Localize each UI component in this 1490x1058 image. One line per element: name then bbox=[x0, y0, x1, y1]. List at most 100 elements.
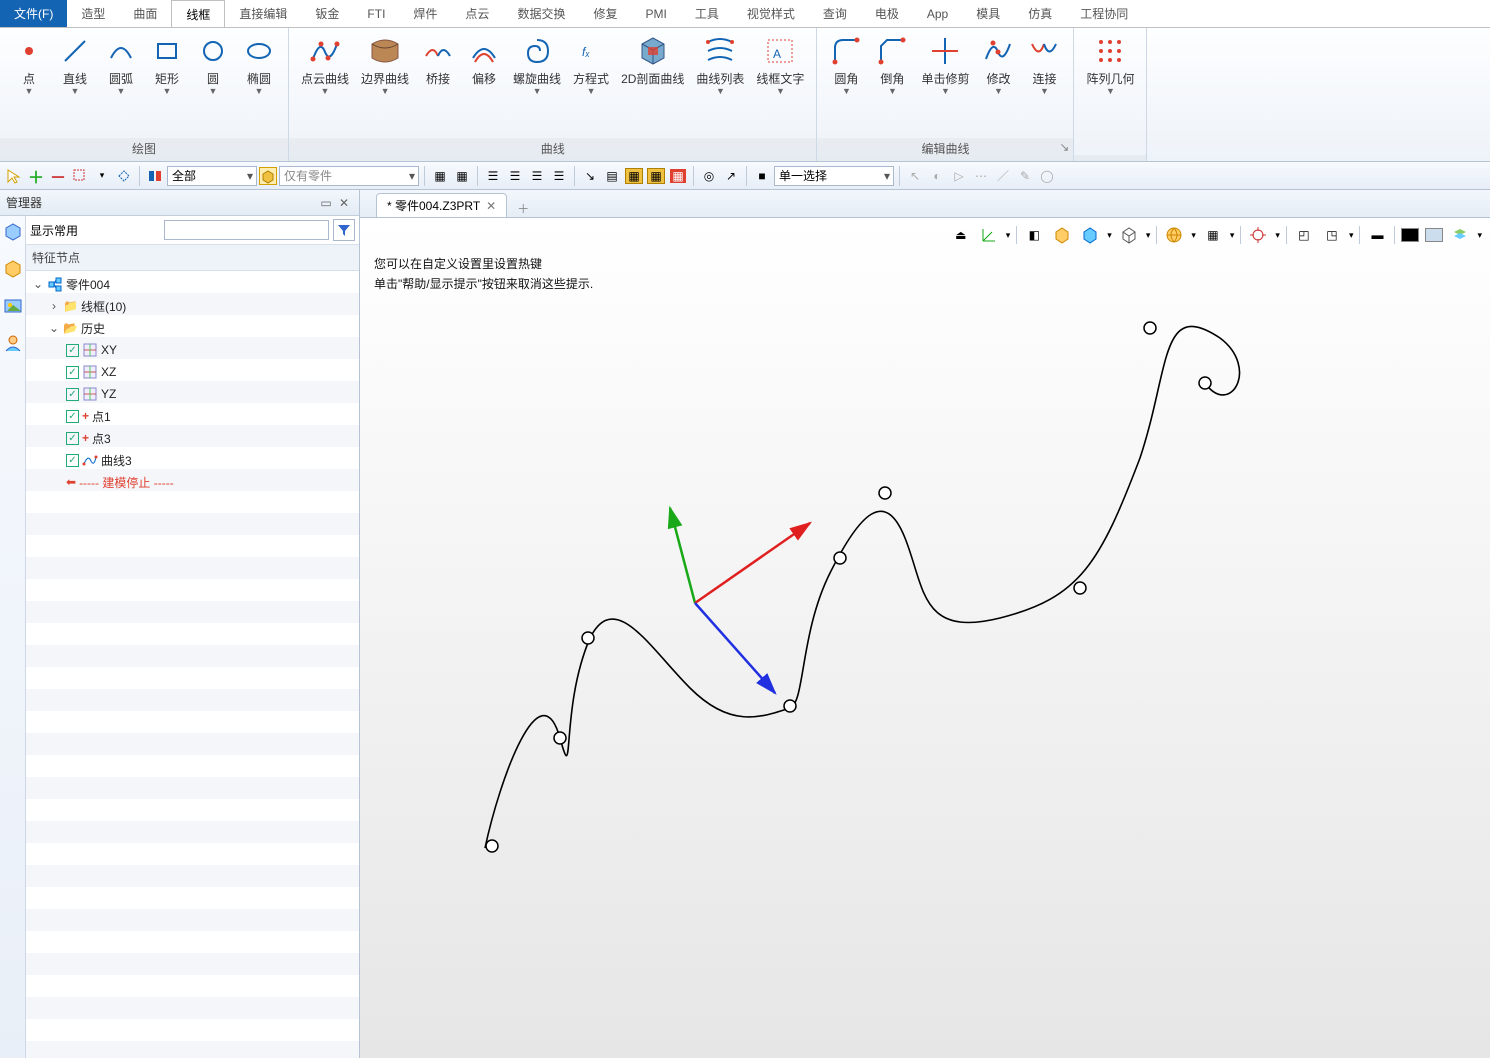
ribbon-equation-button[interactable]: fₓ方程式▼ bbox=[567, 32, 615, 138]
ribbon-chamfer-button[interactable]: 倒角▼ bbox=[869, 32, 915, 138]
tab-close-icon[interactable]: ✕ bbox=[486, 199, 496, 213]
select-poly-icon[interactable] bbox=[114, 166, 134, 186]
qb-ic-n[interactable]: ■ bbox=[752, 166, 772, 186]
ribbon-wire-text-button[interactable]: A线框文字▼ bbox=[750, 32, 810, 138]
menu-模具[interactable]: 模具 bbox=[962, 0, 1014, 27]
menu-修复[interactable]: 修复 bbox=[579, 0, 631, 27]
menu-PMI[interactable]: PMI bbox=[631, 0, 680, 27]
vt-axes-icon[interactable] bbox=[978, 224, 1000, 246]
ribbon-offset-button[interactable]: 偏移 bbox=[461, 32, 507, 138]
ribbon-trim-click-button[interactable]: 单击修剪▼ bbox=[915, 32, 975, 138]
vt-exit-icon[interactable]: ⏏ bbox=[950, 224, 972, 246]
tab-add-icon[interactable]: ＋ bbox=[517, 200, 529, 217]
cursor-icon[interactable] bbox=[4, 166, 24, 186]
qb-ic-b[interactable]: ▦ bbox=[452, 166, 472, 186]
qb-ic-f[interactable]: ☰ bbox=[549, 166, 569, 186]
ribbon-modify-button[interactable]: 修改▼ bbox=[975, 32, 1021, 138]
qb-ic-s[interactable]: ／ bbox=[993, 166, 1013, 186]
color-black-swatch[interactable] bbox=[1401, 228, 1419, 242]
ribbon-array-button[interactable]: 阵列几何▼ bbox=[1080, 32, 1140, 155]
ribbon-launcher-icon[interactable]: ↘ bbox=[1059, 140, 1069, 154]
vt-eraser-icon[interactable]: ◧ bbox=[1023, 224, 1045, 246]
qb-ic-t[interactable]: ✎ bbox=[1015, 166, 1035, 186]
layers-icon[interactable] bbox=[145, 166, 165, 186]
vt-grid-icon[interactable]: ▦ bbox=[1202, 224, 1224, 246]
menu-点云[interactable]: 点云 bbox=[451, 0, 503, 27]
menu-App[interactable]: App bbox=[913, 0, 962, 27]
qb-ic-r[interactable]: ⋯ bbox=[971, 166, 991, 186]
menu-工程协同[interactable]: 工程协同 bbox=[1066, 0, 1142, 27]
filter-combo-2[interactable]: 仅有零件 bbox=[279, 166, 419, 186]
vt-layers2-icon[interactable] bbox=[1449, 224, 1471, 246]
manager-close-icon[interactable]: ✕ bbox=[335, 196, 353, 210]
vt-globe-icon[interactable] bbox=[1163, 224, 1185, 246]
tree-row[interactable]: ✓ YZ bbox=[26, 383, 359, 405]
menu-查询[interactable]: 查询 bbox=[809, 0, 861, 27]
ribbon-boundary-curve-button[interactable]: 边界曲线▼ bbox=[355, 32, 415, 138]
menu-曲面[interactable]: 曲面 bbox=[119, 0, 171, 27]
ribbon-arc-button[interactable]: 圆弧▼ bbox=[98, 32, 144, 138]
menu-file[interactable]: 文件(F) bbox=[0, 0, 67, 27]
ribbon-spiral-button[interactable]: 螺旋曲线▼ bbox=[507, 32, 567, 138]
mgr-tab-tree-icon[interactable] bbox=[3, 222, 23, 245]
tree-row[interactable]: ✓ + 点3 bbox=[26, 427, 359, 449]
ribbon-fillet-button[interactable]: 圆角▼ bbox=[823, 32, 869, 138]
vt-panel1-icon[interactable]: ◰ bbox=[1293, 224, 1315, 246]
mgr-tab-img-icon[interactable] bbox=[3, 296, 23, 319]
vt-screen-icon[interactable]: ▬ bbox=[1366, 224, 1388, 246]
ribbon-ptcloud-curve-button[interactable]: 点云曲线▼ bbox=[295, 32, 355, 138]
qb-ic-l[interactable]: ◎ bbox=[699, 166, 719, 186]
menu-FTI[interactable]: FTI bbox=[353, 0, 399, 27]
qb-ic-o[interactable]: ↖ bbox=[905, 166, 925, 186]
ribbon-curve-list-button[interactable]: 曲线列表▼ bbox=[690, 32, 750, 138]
tree-row[interactable]: ✓ XY bbox=[26, 339, 359, 361]
ribbon-section2d-button[interactable]: 2D剖面曲线 bbox=[615, 32, 690, 138]
qb-ic-e[interactable]: ☰ bbox=[527, 166, 547, 186]
select-mode-combo[interactable]: 单一选择 bbox=[774, 166, 894, 186]
plus-icon[interactable]: ＋ bbox=[26, 166, 46, 186]
qb-ic-m[interactable]: ↗ bbox=[721, 166, 741, 186]
menu-视觉样式[interactable]: 视觉样式 bbox=[733, 0, 809, 27]
qb-ic-p[interactable]: ◐ bbox=[927, 166, 947, 186]
ribbon-ellipse-button[interactable]: 椭圆▼ bbox=[236, 32, 282, 138]
tree-row[interactable]: ⌄📂历史 bbox=[26, 317, 359, 339]
qb-ic-d[interactable]: ☰ bbox=[505, 166, 525, 186]
qb-ic-c[interactable]: ☰ bbox=[483, 166, 503, 186]
display-combo[interactable]: 显示常用 bbox=[30, 222, 160, 239]
qb-ic-i[interactable]: ▦ bbox=[624, 166, 644, 186]
vt-cube1-icon[interactable] bbox=[1051, 224, 1073, 246]
ribbon-bridge-button[interactable]: 桥接 bbox=[415, 32, 461, 138]
tree-row[interactable]: ›📁线框(10) bbox=[26, 295, 359, 317]
mgr-tab-box-icon[interactable] bbox=[3, 259, 23, 282]
vt-panel2-icon[interactable]: ◳ bbox=[1321, 224, 1343, 246]
ribbon-circle-button[interactable]: 圆▼ bbox=[190, 32, 236, 138]
ribbon-line-button[interactable]: 直线▼ bbox=[52, 32, 98, 138]
tree-row[interactable]: ⌄零件004 bbox=[26, 273, 359, 295]
tree-row[interactable]: ✓ + 点1 bbox=[26, 405, 359, 427]
vt-wire-icon[interactable] bbox=[1118, 224, 1140, 246]
qb-ic-q[interactable]: ▷ bbox=[949, 166, 969, 186]
ribbon-point-button[interactable]: 点▼ bbox=[6, 32, 52, 138]
qb-ic-a[interactable]: ▦ bbox=[430, 166, 450, 186]
ribbon-rect-button[interactable]: 矩形▼ bbox=[144, 32, 190, 138]
menu-电极[interactable]: 电极 bbox=[861, 0, 913, 27]
vt-cube2-icon[interactable] bbox=[1079, 224, 1101, 246]
qb-ic-u[interactable]: ◯ bbox=[1037, 166, 1057, 186]
menu-直接编辑[interactable]: 直接编辑 bbox=[225, 0, 301, 27]
mgr-tab-user-icon[interactable] bbox=[3, 333, 23, 356]
select-window-icon[interactable] bbox=[70, 166, 90, 186]
qb-ic-j[interactable]: ▦ bbox=[646, 166, 666, 186]
menu-线框[interactable]: 线框 bbox=[171, 0, 225, 27]
color-blue-swatch[interactable] bbox=[1425, 228, 1443, 242]
qb-ic-g[interactable]: ↘ bbox=[580, 166, 600, 186]
qb-ic-h[interactable]: ▤ bbox=[602, 166, 622, 186]
viewport[interactable]: 您可以在自定义设置里设置热键 单击"帮助/显示提示"按钮来取消这些提示. bbox=[360, 218, 1490, 1058]
doc-tab[interactable]: * 零件004.Z3PRT ✕ bbox=[376, 193, 507, 217]
manager-search-input[interactable] bbox=[164, 220, 329, 240]
menu-数据交换[interactable]: 数据交换 bbox=[503, 0, 579, 27]
tree-row[interactable]: ✓ XZ bbox=[26, 361, 359, 383]
filter-combo-1[interactable]: 全部 bbox=[167, 166, 257, 186]
tree-row[interactable]: ⬅----- 建模停止 ----- bbox=[26, 471, 359, 493]
menu-造型[interactable]: 造型 bbox=[67, 0, 119, 27]
filter-icon[interactable] bbox=[333, 219, 355, 241]
